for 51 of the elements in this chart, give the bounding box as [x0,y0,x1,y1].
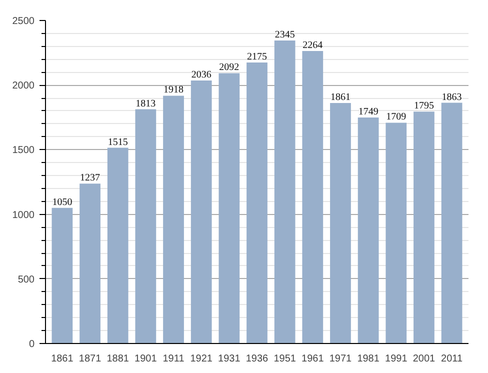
data-label: 2175 [247,51,267,62]
bar [52,208,73,344]
x-tick-label: 1911 [162,354,185,364]
x-tick-label: 2001 [412,354,436,364]
data-label: 1749 [358,106,378,118]
x-tick-label: 1991 [385,354,408,364]
bar [218,73,240,344]
y-tick-label: 1500 [12,145,35,156]
data-label: 1237 [80,172,100,184]
x-tick-label: 1871 [78,354,102,364]
data-label: 2345 [274,30,295,41]
x-tick-label: 1971 [329,354,352,364]
x-tick-label: 1901 [134,354,158,364]
x-tick-label: 2011 [441,354,463,364]
x-tick-label: 1981 [357,354,380,364]
data-label: 1861 [330,92,350,104]
x-tick-label: 1881 [106,354,130,364]
bar [107,148,128,344]
x-tick-label: 1921 [190,354,213,364]
x-tick-label: 1931 [218,354,241,364]
data-label: 1918 [164,84,184,96]
data-label: 1863 [442,92,462,103]
y-tick-label: 0 [28,339,35,350]
data-label: 2264 [302,40,323,51]
x-tick-label: 1961 [302,354,324,364]
y-tick-label: 500 [18,274,35,286]
x-tick-label: 1936 [246,354,269,364]
bar [80,184,100,344]
y-tick-label: 1000 [12,210,35,221]
bar [246,62,268,344]
data-label: 1050 [52,196,72,208]
bar [274,40,296,344]
x-tick-label: 1861 [51,354,74,364]
bar [414,112,434,344]
bar [163,96,184,344]
bar [190,80,212,344]
y-tick-label: 2000 [12,80,35,92]
x-tick-label: 1951 [274,354,296,364]
data-label: 1515 [108,136,128,148]
data-label: 1813 [136,98,156,110]
bar [441,102,462,344]
data-label: 2036 [191,69,212,80]
y-tick-label: 2500 [12,16,35,27]
data-label: 1709 [386,112,406,123]
bar [302,50,324,344]
bar [358,118,379,344]
data-label: 1795 [414,100,434,112]
bar [386,122,407,344]
bar [135,109,156,344]
bar [330,103,351,344]
data-label: 2092 [219,62,240,74]
